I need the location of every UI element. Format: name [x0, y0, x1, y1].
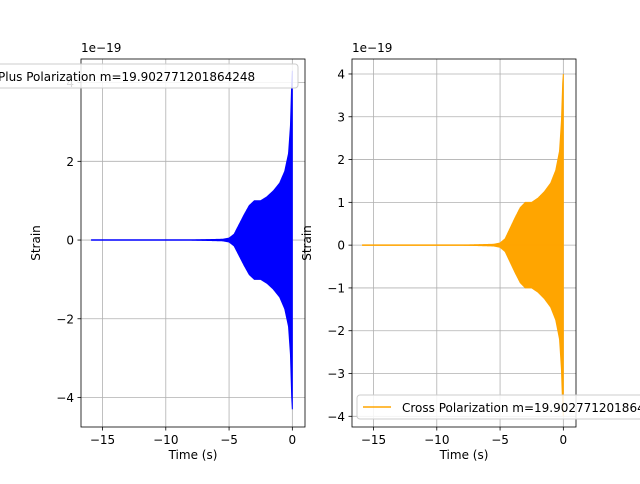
legend-box: [356, 394, 640, 420]
x-tick-label: −5: [491, 433, 509, 447]
y-tick-label: 3: [337, 110, 345, 124]
plus-polarization-axes: −15−10−50−4−2024Time (s)Strain1e−19Plus …: [0, 41, 306, 462]
x-tick-label: 0: [289, 433, 297, 447]
legend-label: Plus Polarization m=19.902771201864248: [0, 70, 255, 84]
y-tick-label: 2: [66, 155, 74, 169]
y-axis-label: Strain: [300, 225, 314, 261]
y-tick-label: 0: [66, 234, 74, 248]
x-tick-label: −10: [424, 433, 449, 447]
y-tick-label: −4: [327, 410, 345, 424]
legend: Plus Polarization m=19.902771201864248: [0, 63, 299, 89]
y-tick-label: 2: [337, 153, 345, 167]
y-tick-label: −2: [56, 312, 74, 326]
x-tick-label: −5: [220, 433, 238, 447]
legend-box: [0, 63, 299, 89]
y-tick-label: −2: [327, 324, 345, 338]
axes-frame: [80, 58, 306, 428]
legend: Cross Polarization m=19.902771201864248: [356, 394, 640, 420]
y-tick-label: 1: [337, 196, 345, 210]
y-axis-label: Strain: [29, 225, 43, 261]
x-tick-label: −15: [90, 433, 115, 447]
y-tick-label: 4: [337, 67, 345, 81]
y-scale-offset-label: 1e−19: [81, 41, 121, 55]
legend-label: Cross Polarization m=19.902771201864248: [402, 401, 640, 415]
y-scale-offset-label: 1e−19: [352, 41, 392, 55]
x-tick-label: −15: [361, 433, 386, 447]
x-tick-label: 0: [560, 433, 568, 447]
y-tick-label: −4: [56, 391, 74, 405]
x-axis-label: Time (s): [168, 448, 218, 462]
y-tick-label: −1: [327, 281, 345, 295]
y-tick-label: −3: [327, 367, 345, 381]
y-tick-label: 0: [337, 239, 345, 253]
x-axis-label: Time (s): [439, 448, 489, 462]
x-tick-label: −10: [153, 433, 178, 447]
axes-frame: [351, 58, 577, 428]
